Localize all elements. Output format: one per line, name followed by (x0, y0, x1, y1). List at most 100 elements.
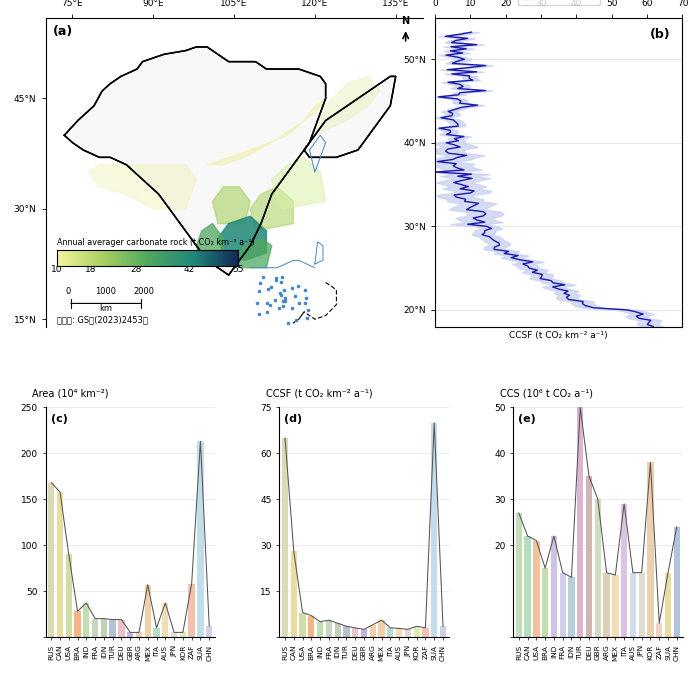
Bar (136, 632, 142, 637)
Bar (66, 554, 72, 637)
Text: km: km (99, 304, 112, 312)
Text: Area (10⁴ km⁻²): Area (10⁴ km⁻²) (32, 389, 108, 398)
Point (274, 287, 286, 298)
Text: 28: 28 (130, 265, 141, 274)
Bar (440, 626, 446, 637)
Bar (542, 568, 548, 637)
Text: 55: 55 (232, 265, 244, 274)
Point (275, 289, 286, 300)
Point (257, 272, 268, 283)
Bar (300, 612, 306, 637)
Bar (127, 632, 134, 637)
Bar (282, 438, 288, 637)
Bar (335, 623, 341, 637)
Bar (551, 536, 557, 637)
Bar (197, 442, 204, 637)
Bar (577, 407, 583, 637)
Bar (568, 578, 575, 637)
Bar (422, 628, 428, 637)
Text: CCSF (t CO₂ km⁻² a⁻¹): CCSF (t CO₂ km⁻² a⁻¹) (266, 389, 372, 398)
Polygon shape (196, 223, 223, 260)
Bar (206, 626, 212, 637)
Point (301, 313, 312, 324)
Text: (e): (e) (518, 414, 536, 424)
Bar (109, 620, 116, 637)
Bar (83, 603, 90, 637)
Text: CCS (10⁶ t CO₂ a⁻¹): CCS (10⁶ t CO₂ a⁻¹) (500, 389, 592, 398)
Point (300, 293, 312, 304)
Point (265, 300, 276, 311)
Point (270, 274, 281, 285)
Bar (74, 611, 81, 637)
Point (253, 309, 265, 320)
Polygon shape (218, 216, 267, 260)
Point (286, 283, 297, 294)
Bar (414, 626, 420, 637)
Bar (188, 584, 195, 637)
Bar (352, 628, 358, 637)
Point (274, 302, 285, 314)
Point (292, 281, 303, 292)
Polygon shape (207, 99, 326, 164)
Polygon shape (315, 76, 379, 135)
Point (289, 290, 300, 301)
Bar (308, 615, 314, 637)
Point (279, 295, 290, 307)
Point (262, 284, 274, 295)
Text: (d): (d) (284, 414, 302, 424)
Point (277, 300, 288, 312)
Bar (559, 573, 566, 637)
Bar (326, 620, 332, 637)
Point (302, 304, 314, 315)
Bar (396, 629, 402, 637)
Text: 42: 42 (183, 265, 195, 274)
Bar (370, 625, 376, 637)
Point (299, 297, 310, 308)
Text: (a): (a) (53, 25, 74, 38)
Point (270, 295, 281, 306)
Text: 10: 10 (51, 265, 62, 274)
Bar (673, 527, 680, 637)
Bar (621, 504, 627, 637)
Polygon shape (89, 164, 196, 209)
Bar (516, 513, 522, 637)
Point (286, 302, 297, 314)
Point (276, 271, 288, 282)
Point (278, 285, 289, 296)
Point (276, 276, 287, 288)
Point (270, 272, 281, 284)
Bar (57, 492, 63, 637)
Bar (603, 573, 610, 637)
Polygon shape (234, 238, 272, 267)
Point (261, 306, 272, 317)
Bar (431, 423, 438, 637)
Point (279, 292, 290, 303)
Bar (290, 552, 297, 637)
Bar (648, 463, 654, 637)
Point (282, 317, 293, 328)
Text: 18: 18 (85, 265, 97, 274)
Bar (612, 575, 619, 637)
Bar (638, 573, 645, 637)
Point (251, 298, 262, 309)
Bar (153, 628, 160, 637)
Polygon shape (272, 158, 326, 209)
Bar (379, 620, 385, 637)
Point (254, 277, 265, 288)
Text: 2000: 2000 (133, 287, 154, 296)
Bar (171, 632, 177, 637)
Text: (c): (c) (50, 414, 67, 424)
Text: 市图号: GS京(2023)2453号: 市图号: GS京(2023)2453号 (57, 315, 148, 324)
Bar (180, 632, 186, 637)
Bar (630, 573, 636, 637)
Point (290, 315, 302, 326)
Legend: Error burst: Error burst (517, 0, 600, 5)
Bar (118, 620, 125, 637)
Point (262, 297, 273, 308)
Polygon shape (213, 187, 250, 223)
Bar (48, 483, 55, 637)
Bar (317, 622, 323, 637)
Point (299, 284, 310, 295)
Bar (656, 623, 662, 637)
Bar (405, 629, 411, 637)
